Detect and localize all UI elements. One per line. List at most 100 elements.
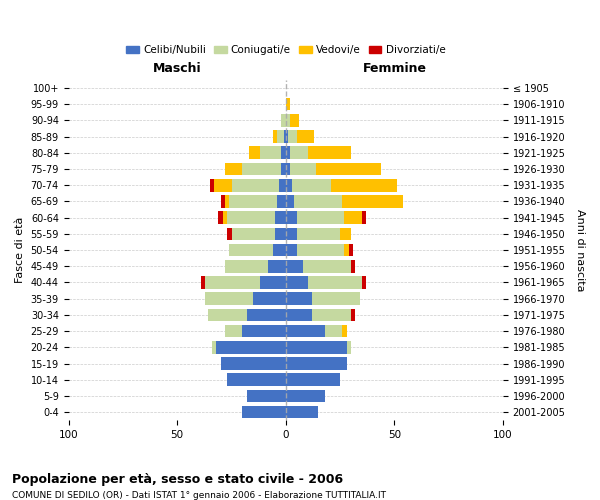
Bar xyxy=(312,292,359,305)
Bar xyxy=(344,212,362,224)
Bar xyxy=(210,179,214,192)
Bar xyxy=(275,212,286,224)
Bar xyxy=(303,260,351,272)
Bar xyxy=(325,325,342,338)
Bar xyxy=(253,292,286,305)
Bar xyxy=(277,195,286,207)
Bar xyxy=(286,292,312,305)
Bar xyxy=(286,195,295,207)
Bar xyxy=(286,276,308,289)
Bar xyxy=(286,374,340,386)
Bar xyxy=(284,130,286,143)
Bar xyxy=(247,308,286,321)
Bar xyxy=(227,374,286,386)
Legend: Celibi/Nubili, Coniugati/e, Vedovi/e, Divorziati/e: Celibi/Nubili, Coniugati/e, Vedovi/e, Di… xyxy=(122,41,449,59)
Text: Maschi: Maschi xyxy=(153,62,202,75)
Bar xyxy=(286,341,347,353)
Bar xyxy=(286,212,296,224)
Text: Popolazione per età, sesso e stato civile - 2006: Popolazione per età, sesso e stato civil… xyxy=(12,472,343,486)
Bar xyxy=(221,357,286,370)
Bar xyxy=(295,195,342,207)
Bar xyxy=(223,212,227,224)
Bar xyxy=(217,341,286,353)
Bar xyxy=(286,260,303,272)
Bar xyxy=(342,325,347,338)
Bar xyxy=(296,212,344,224)
Bar xyxy=(362,276,366,289)
Bar xyxy=(286,244,296,256)
Bar xyxy=(273,244,286,256)
Bar xyxy=(232,179,279,192)
Bar xyxy=(273,130,277,143)
Bar xyxy=(218,212,223,224)
Bar xyxy=(277,130,284,143)
Bar xyxy=(351,260,355,272)
Bar xyxy=(296,244,344,256)
Bar xyxy=(308,146,351,159)
Bar xyxy=(212,341,217,353)
Y-axis label: Anni di nascita: Anni di nascita xyxy=(575,209,585,292)
Bar xyxy=(229,195,277,207)
Bar xyxy=(229,244,273,256)
Bar xyxy=(279,179,286,192)
Bar xyxy=(242,325,286,338)
Bar xyxy=(286,114,290,126)
Bar xyxy=(290,146,308,159)
Bar xyxy=(225,260,268,272)
Bar xyxy=(227,228,232,240)
Bar xyxy=(286,146,290,159)
Bar xyxy=(225,325,242,338)
Bar xyxy=(349,244,353,256)
Bar xyxy=(281,114,286,126)
Text: Femmine: Femmine xyxy=(362,62,427,75)
Y-axis label: Fasce di età: Fasce di età xyxy=(15,217,25,283)
Bar xyxy=(286,179,292,192)
Bar xyxy=(205,292,253,305)
Bar xyxy=(288,130,296,143)
Bar xyxy=(344,244,349,256)
Bar xyxy=(281,146,286,159)
Bar xyxy=(286,98,290,110)
Bar xyxy=(260,276,286,289)
Bar xyxy=(286,357,347,370)
Bar xyxy=(347,341,351,353)
Bar xyxy=(296,130,314,143)
Bar xyxy=(286,130,288,143)
Bar xyxy=(286,406,319,418)
Bar xyxy=(249,146,260,159)
Bar xyxy=(205,276,260,289)
Bar xyxy=(362,212,366,224)
Bar xyxy=(242,162,281,175)
Bar xyxy=(340,228,351,240)
Bar xyxy=(290,114,299,126)
Bar xyxy=(275,228,286,240)
Bar xyxy=(286,325,325,338)
Bar xyxy=(260,146,281,159)
Bar xyxy=(308,276,362,289)
Bar xyxy=(331,179,397,192)
Text: COMUNE DI SEDILO (OR) - Dati ISTAT 1° gennaio 2006 - Elaborazione TUTTITALIA.IT: COMUNE DI SEDILO (OR) - Dati ISTAT 1° ge… xyxy=(12,491,386,500)
Bar xyxy=(296,228,340,240)
Bar xyxy=(286,228,296,240)
Bar xyxy=(351,308,355,321)
Bar xyxy=(286,162,290,175)
Bar xyxy=(312,308,351,321)
Bar xyxy=(232,228,275,240)
Bar xyxy=(316,162,382,175)
Bar xyxy=(225,162,242,175)
Bar xyxy=(221,195,225,207)
Bar xyxy=(290,162,316,175)
Bar xyxy=(225,195,229,207)
Bar xyxy=(286,390,325,402)
Bar xyxy=(292,179,331,192)
Bar xyxy=(201,276,205,289)
Bar xyxy=(281,162,286,175)
Bar xyxy=(208,308,247,321)
Bar xyxy=(286,308,312,321)
Bar xyxy=(242,406,286,418)
Bar xyxy=(214,179,232,192)
Bar xyxy=(342,195,403,207)
Bar xyxy=(247,390,286,402)
Bar xyxy=(227,212,275,224)
Bar xyxy=(268,260,286,272)
